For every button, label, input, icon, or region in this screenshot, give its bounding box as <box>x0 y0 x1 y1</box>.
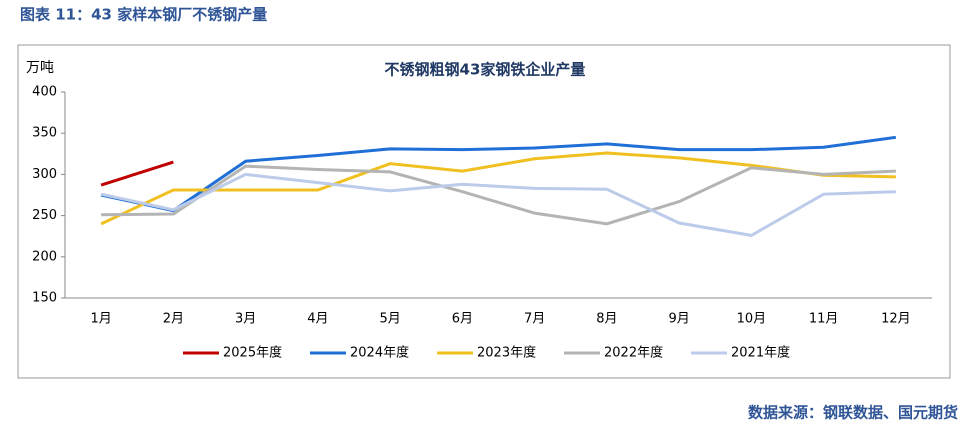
y-axis-label: 万吨 <box>26 60 54 76</box>
x-tick-label: 9月 <box>668 312 689 327</box>
x-tick-label: 11月 <box>809 312 839 327</box>
legend-label: 2022年度 <box>604 345 663 361</box>
x-tick-label: 2月 <box>163 312 184 327</box>
x-tick-label: 7月 <box>524 312 545 327</box>
series-line <box>100 135 897 213</box>
x-tick-label: 5月 <box>379 312 400 327</box>
series-line <box>100 172 896 237</box>
y-tick-label: 350 <box>32 126 57 141</box>
x-tick-label: 3月 <box>235 312 256 327</box>
legend-label: 2025年度 <box>223 345 282 361</box>
y-tick-label: 250 <box>32 208 57 223</box>
x-tick-label: 6月 <box>452 312 473 327</box>
series-line <box>101 164 896 226</box>
x-tick-label: 10月 <box>737 312 767 327</box>
legend-label: 2024年度 <box>350 345 409 361</box>
y-tick-label: 200 <box>32 249 57 264</box>
series-line <box>100 160 174 187</box>
series-line <box>100 151 896 226</box>
x-tick-label: 12月 <box>881 312 911 327</box>
caption: 图表 11：43 家样本钢厂不锈钢产量 <box>20 6 267 24</box>
legend-label: 2021年度 <box>731 345 790 361</box>
x-tick-label: 8月 <box>596 312 617 327</box>
x-tick-label: 4月 <box>307 312 328 327</box>
chart-frame <box>17 44 951 379</box>
legend-label: 2023年度 <box>477 345 536 361</box>
y-tick-label: 300 <box>32 167 57 182</box>
source: 数据来源：钢联数据、国元期货 <box>748 404 958 422</box>
y-tick-label: 150 <box>32 291 57 306</box>
chart-title: 不锈钢粗钢43家钢铁企业产量 <box>385 61 586 79</box>
x-tick-label: 1月 <box>90 312 111 327</box>
y-tick-label: 400 <box>32 85 57 100</box>
